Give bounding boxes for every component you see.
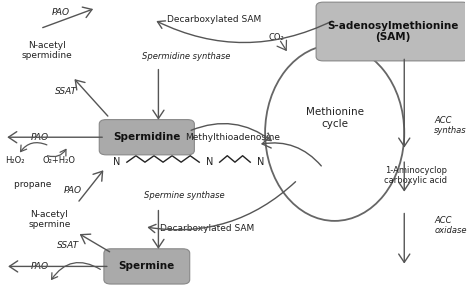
Text: N: N	[206, 157, 213, 167]
Text: Methylthioadenosine: Methylthioadenosine	[185, 133, 280, 142]
Text: SSAT: SSAT	[55, 87, 77, 96]
Text: H₂O₂: H₂O₂	[5, 156, 24, 165]
Text: ACC
synthas: ACC synthas	[434, 116, 467, 135]
Text: PAO: PAO	[31, 133, 49, 142]
Text: S-adenosylmethionine
(SAM): S-adenosylmethionine (SAM)	[327, 21, 458, 42]
Text: N-acetyl
spermidine: N-acetyl spermidine	[22, 41, 73, 60]
Text: Spermine: Spermine	[118, 261, 175, 271]
Text: Decarboxylated SAM: Decarboxylated SAM	[160, 224, 254, 233]
Text: Spermidine: Spermidine	[113, 132, 181, 142]
Text: PAO: PAO	[64, 186, 82, 195]
Text: O₂+H₂O: O₂+H₂O	[42, 156, 75, 165]
Text: N: N	[113, 157, 120, 167]
Text: ACC
oxidase: ACC oxidase	[434, 216, 467, 235]
Text: CO₂: CO₂	[269, 33, 284, 42]
FancyBboxPatch shape	[316, 2, 469, 61]
Text: Methionine
cycle: Methionine cycle	[306, 107, 364, 129]
FancyBboxPatch shape	[99, 119, 194, 155]
Text: Decarboxylated SAM: Decarboxylated SAM	[167, 15, 261, 24]
Text: PAO: PAO	[52, 8, 70, 17]
Text: Spermidine synthase: Spermidine synthase	[142, 52, 230, 61]
Text: N: N	[257, 157, 264, 167]
Text: N-acetyl
spermine: N-acetyl spermine	[28, 210, 71, 229]
Text: PAO: PAO	[31, 262, 49, 271]
Text: propane: propane	[5, 180, 52, 189]
Text: Spermine synthase: Spermine synthase	[144, 191, 224, 200]
Text: 1-Aminocyclop
carboxylic acid: 1-Aminocyclop carboxylic acid	[384, 166, 447, 185]
FancyBboxPatch shape	[104, 249, 190, 284]
Text: SSAT: SSAT	[57, 241, 79, 250]
